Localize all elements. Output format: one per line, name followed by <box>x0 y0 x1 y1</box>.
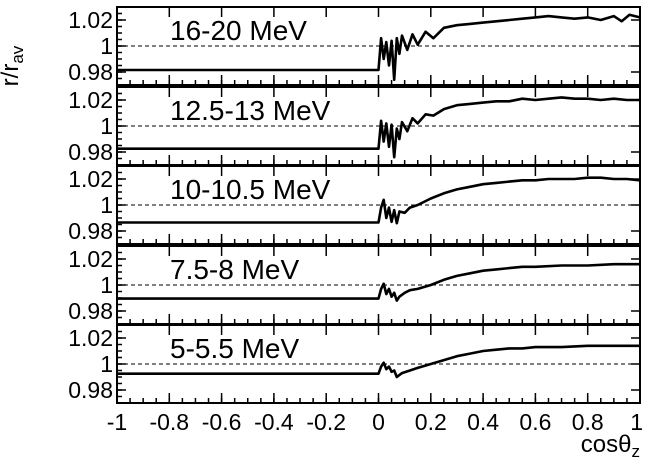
y-tick-label: 1.02 <box>68 166 113 192</box>
x-tick-labels: -1 -0.8 -0.6 -0.4 -0.2 0 0.2 0.4 0.6 0.8 1 <box>107 409 643 435</box>
panel-label: 16-20 MeV <box>170 15 307 46</box>
x-tick-label: 0.2 <box>415 409 447 435</box>
series-line <box>117 13 641 82</box>
x-tick-label: 0.4 <box>467 409 499 435</box>
panel-label: 7.5-8 MeV <box>170 254 299 285</box>
series-line <box>117 176 641 225</box>
y-tick-label: 1.02 <box>68 87 113 113</box>
x-tick-label: -0.4 <box>254 409 294 435</box>
panel-label: 5-5.5 MeV <box>170 333 299 364</box>
x-tick-label: 0.6 <box>519 409 551 435</box>
series-line <box>117 96 640 159</box>
x-tick-label: 1 <box>630 409 643 435</box>
panel-label: 12.5-13 MeV <box>170 95 331 126</box>
y-axis-title: r/rav <box>0 45 27 86</box>
y-tick-label: 0.98 <box>68 298 113 324</box>
y-tick-label: 1 <box>100 192 113 218</box>
series-line <box>117 344 640 379</box>
y-tick-label: 0.98 <box>68 377 113 403</box>
y-tick-label: 0.98 <box>68 218 113 244</box>
x-tick-label: -1 <box>107 409 127 435</box>
x-tick-label: -0.6 <box>202 409 242 435</box>
y-tick-label: 1.02 <box>68 325 113 351</box>
panel-label: 10-10.5 MeV <box>170 174 331 205</box>
y-tick-label: 1 <box>100 272 113 298</box>
x-tick-label: 0.8 <box>572 409 604 435</box>
x-tick-label: -0.8 <box>149 409 189 435</box>
y-tick-label: 1.02 <box>68 7 113 33</box>
y-tick-label: 1 <box>100 33 113 59</box>
x-tick-label: 0 <box>372 409 385 435</box>
series-line <box>117 262 640 302</box>
x-axis-title: cosθz <box>581 431 640 461</box>
y-tick-label: 0.98 <box>68 139 113 165</box>
x-tick-label: -0.2 <box>306 409 346 435</box>
y-tick-label: 1.02 <box>68 246 113 272</box>
y-tick-label: 1 <box>100 113 113 139</box>
y-tick-label: 1 <box>100 351 113 377</box>
y-tick-label: 0.98 <box>68 59 113 85</box>
